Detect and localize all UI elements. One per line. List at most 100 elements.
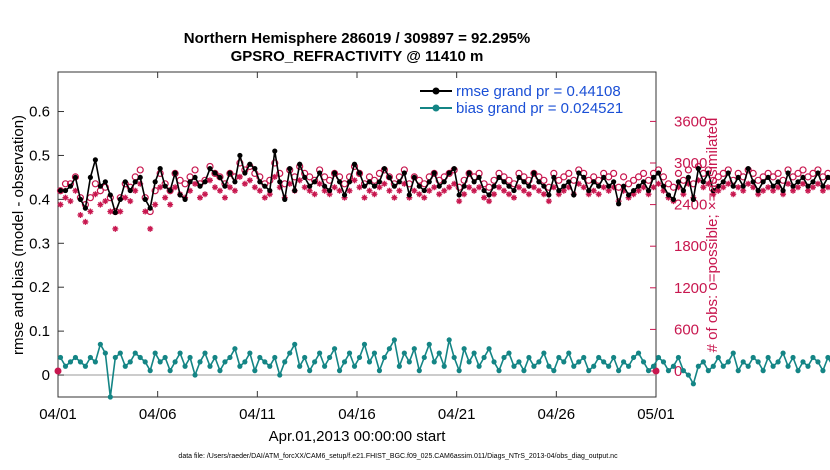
bias-point (82, 363, 89, 369)
rmse-point (466, 170, 472, 176)
rmse-point (586, 187, 592, 194)
rmse-point (591, 179, 597, 185)
bias-point (217, 368, 223, 374)
bias-point (655, 354, 662, 361)
obs-assimilated-point (814, 180, 821, 187)
obs-assimilated-point (540, 191, 547, 198)
bias-point (720, 363, 726, 369)
rmse-point (640, 179, 647, 185)
bias-point (431, 359, 437, 365)
bias-point (72, 354, 79, 361)
bias-point (825, 354, 830, 361)
rmse-point (381, 166, 388, 172)
x-tick-label: 04/01 (39, 406, 77, 423)
x-axis-label: Apr.01,2013 00:00:00 start (269, 428, 447, 445)
obs-possible-point (799, 166, 807, 174)
bias-point (326, 354, 333, 361)
bias-point (77, 359, 84, 365)
obs-assimilated-point (705, 180, 712, 187)
bias-point (660, 359, 667, 365)
rmse-point (247, 161, 253, 167)
bias-point (571, 363, 577, 369)
rmse-point (341, 192, 348, 198)
obs-assimilated-point (142, 208, 149, 215)
obs-assimilated-point (501, 187, 508, 194)
rmse-point (700, 179, 706, 185)
obs-possible-point (271, 159, 279, 167)
bias-point (222, 359, 228, 365)
obs-assimilated-point (87, 208, 94, 215)
obs-assimilated-point (286, 180, 293, 187)
rmse-point (571, 192, 577, 198)
bias-point (396, 363, 402, 369)
bias-point (361, 341, 368, 347)
obs-assimilated-point (804, 187, 811, 194)
obs-assimilated-point (426, 187, 433, 194)
obs-assimilated-point (486, 198, 493, 205)
bias-point (336, 368, 343, 374)
obs-assimilated-point (301, 184, 308, 191)
obs-possible-point (330, 169, 339, 177)
obs-assimilated-point (685, 180, 692, 187)
x-ticks: 04/01 04/06 04/11 04/16 04/21 04/26 05/01 (39, 72, 675, 423)
obs-assimilated-point (725, 180, 732, 187)
obs-assimilated-point (545, 198, 552, 205)
obs-possible-point (181, 180, 189, 188)
obs-possible-point (91, 180, 99, 188)
obs-possible-point (620, 173, 628, 181)
bias-point (561, 359, 567, 365)
bias-point (341, 359, 348, 365)
rmse-point (725, 170, 731, 176)
rmse-point (551, 174, 557, 181)
obs-assimilated-point (555, 191, 562, 198)
obs-assimilated-point (122, 194, 129, 201)
bias-point (665, 368, 672, 374)
obs-assimilated-point (575, 180, 582, 187)
y-left-ticks: 0 0.1 0.2 0.3 0.4 0.5 0.6 (29, 104, 64, 384)
obs-assimilated-point (162, 194, 169, 201)
bias-point (466, 359, 472, 365)
rmse-point (750, 179, 756, 185)
obs-possible-point (684, 166, 692, 174)
bias-point (207, 363, 213, 369)
bias-point (541, 350, 547, 356)
rmse-point (197, 183, 203, 189)
obs-assimilated-point (77, 212, 84, 218)
obs-possible-point (151, 187, 159, 195)
obs-possible-point (266, 176, 274, 184)
rmse-point (287, 166, 293, 172)
obs-assimilated-point (226, 184, 233, 191)
obs-assimilated-point (172, 184, 179, 191)
bias-point (366, 359, 373, 365)
obs-possible-point (714, 173, 722, 181)
rmse-point (695, 166, 701, 172)
obs-assimilated-point (765, 184, 772, 191)
bias-point (680, 368, 687, 374)
bias-point (621, 359, 627, 365)
obs-assimilated-point (550, 184, 557, 191)
rmse-point (237, 152, 243, 159)
bias-point (421, 354, 427, 361)
obs-assimilated-point (755, 191, 762, 198)
bias-point (705, 368, 711, 374)
rmse-point (616, 201, 622, 207)
bias-point (212, 354, 218, 361)
bias-point (730, 350, 736, 356)
rmse-point (810, 179, 816, 185)
bias-point (127, 359, 133, 365)
bias-point (521, 368, 527, 374)
rmse-point (486, 192, 492, 198)
y-right-tick-label: 1800 (674, 238, 707, 255)
rmse-point (222, 183, 228, 189)
bias-point (401, 350, 407, 356)
obs-assimilated-point (730, 191, 737, 198)
bias-point (556, 354, 562, 361)
obs-possible-point (465, 169, 473, 177)
rmse-point (331, 170, 338, 176)
bias-point (381, 354, 388, 361)
obs-assimilated-point (824, 184, 830, 191)
rmse-point (312, 179, 318, 185)
obs-assimilated-point (505, 191, 512, 198)
rmse-point (122, 179, 128, 185)
rmse-point (267, 187, 273, 194)
